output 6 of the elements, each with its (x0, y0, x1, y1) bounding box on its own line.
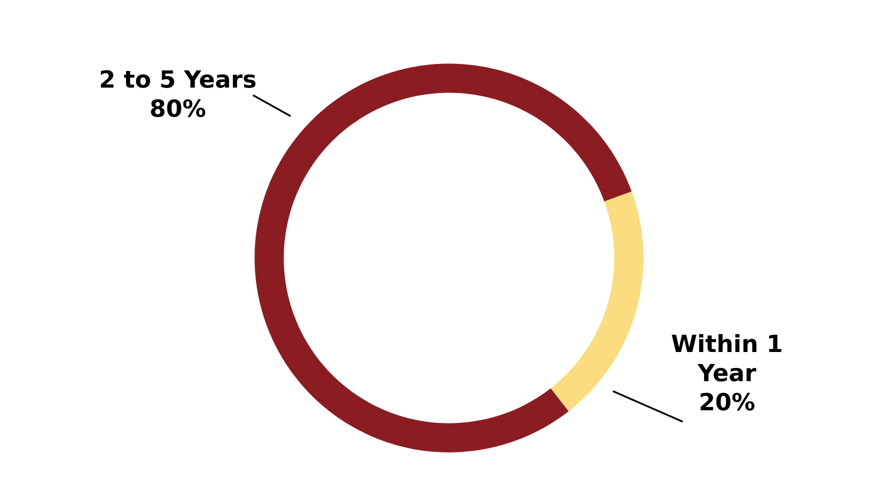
slice-label: Within 1 Year (672, 334, 782, 382)
data-label: 80% (150, 99, 206, 118)
donut-slice (254, 64, 632, 452)
donut-slice (550, 192, 644, 412)
data-label: 20% (700, 392, 754, 411)
slice-label: 2 to 5 Years (100, 70, 256, 88)
